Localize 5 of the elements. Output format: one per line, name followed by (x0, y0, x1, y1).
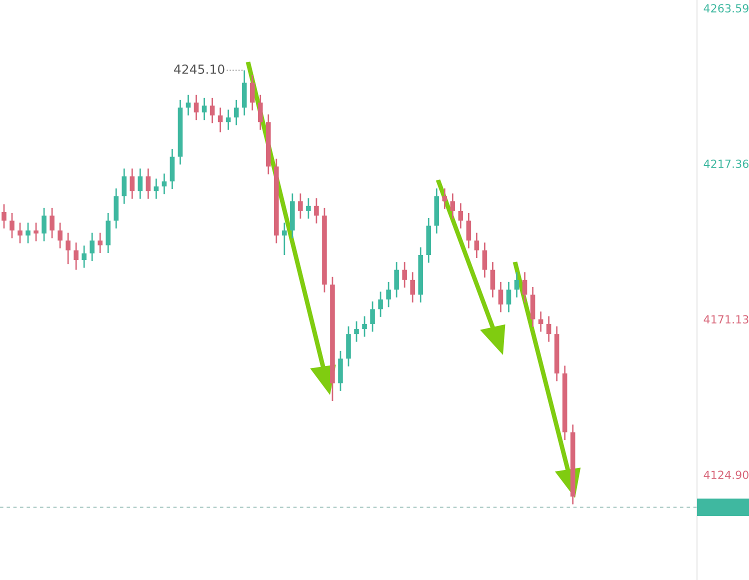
y-tick-label: 4217.36 (704, 160, 748, 168)
annotation: 4245.10 (174, 64, 224, 74)
y-tick-label: 4124.90 (704, 470, 748, 480)
y-tick-label: 4263.59 (704, 4, 748, 12)
y-tick-label: 4171.13 (704, 315, 748, 324)
